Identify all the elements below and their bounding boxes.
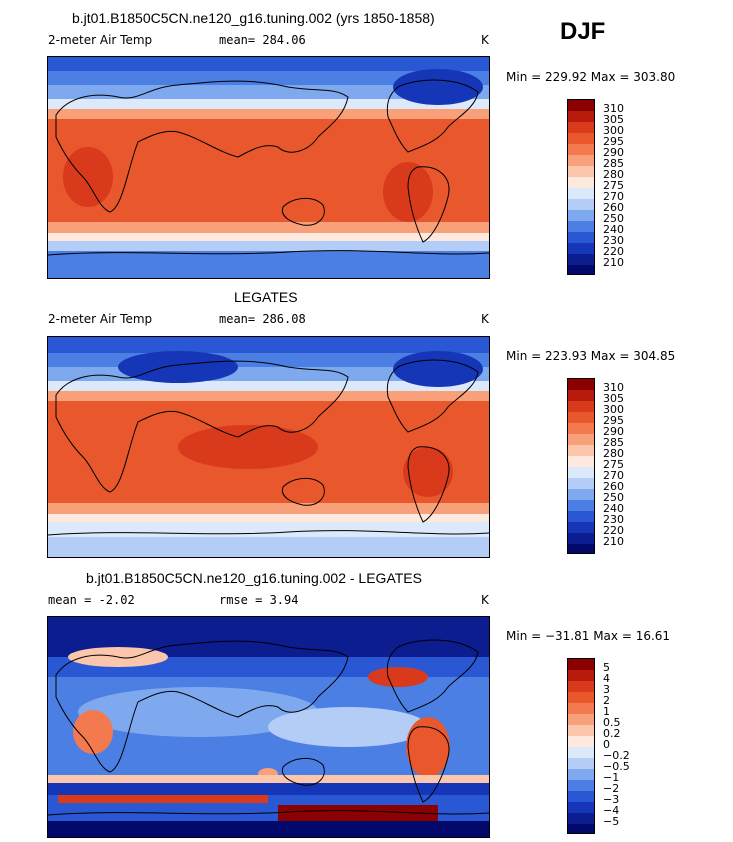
- panel2-map: [47, 336, 490, 558]
- panel3-rmse: rmse = 3.94: [219, 593, 299, 607]
- panel2-title: LEGATES: [234, 289, 298, 305]
- colorbar-tick-label: 310: [603, 102, 624, 115]
- panel2-mean: mean= 286.08: [219, 312, 306, 326]
- panel3-mean: mean = -2.02: [48, 593, 135, 607]
- colorbar-tick-label: −1: [603, 771, 620, 784]
- panel3-title: b.jt01.B1850C5CN.ne120_g16.tuning.002 - …: [86, 570, 422, 586]
- colorbar-tick-label: 285: [603, 436, 624, 449]
- colorbar-tick-label: 210: [603, 256, 624, 269]
- colorbar-tick-label: 290: [603, 425, 624, 438]
- colorbar-tick-label: 285: [603, 157, 624, 170]
- colorbar-tick-label: 305: [603, 392, 624, 405]
- colorbar-tick-label: 1: [603, 705, 610, 718]
- colorbar-tick-label: 240: [603, 502, 624, 515]
- colorbar-tick-label: 0.2: [603, 727, 621, 740]
- colorbar-tick-label: 0.5: [603, 716, 621, 729]
- colorbar-tick-label: 3: [603, 683, 610, 696]
- colorbar-tick-label: 280: [603, 168, 624, 181]
- model-temperature-field: [48, 57, 489, 278]
- colorbar-tick-label: −0.2: [603, 749, 630, 762]
- panel3-units: K: [481, 593, 489, 607]
- colorbar-tick-label: 295: [603, 414, 624, 427]
- colorbar-tick-label: −2: [603, 782, 620, 795]
- colorbar-tick-label: 280: [603, 447, 624, 460]
- colorbar-tick-label: 300: [603, 403, 624, 416]
- coastlines: [48, 359, 489, 536]
- panel1-minmax: Min = 229.92 Max = 303.80: [506, 70, 676, 84]
- panel1-units: K: [481, 33, 489, 47]
- colorbar-tick-label: 275: [603, 179, 624, 192]
- colorbar-tick-label: 0: [603, 738, 610, 751]
- panel1-mean: mean= 284.06: [219, 33, 306, 47]
- colorbar-tick-label: 210: [603, 535, 624, 548]
- colorbar-tick-label: 300: [603, 124, 624, 137]
- panel2-minmax: Min = 223.93 Max = 304.85: [506, 349, 676, 363]
- panel2-variable: 2-meter Air Temp: [48, 312, 153, 326]
- panel3-map: [47, 616, 490, 838]
- panel2-units: K: [481, 312, 489, 326]
- colorbar-tick-label: 295: [603, 135, 624, 148]
- colorbar-tick-label: 230: [603, 513, 624, 526]
- colorbar-tick-label: 260: [603, 201, 624, 214]
- colorbar-tick-label: 220: [603, 524, 624, 537]
- coastlines: [48, 79, 489, 256]
- colorbar-tick-label: 275: [603, 458, 624, 471]
- panel1-map: [47, 56, 490, 279]
- colorbar-tick-label: 310: [603, 381, 624, 394]
- colorbar-tick-label: −0.5: [603, 760, 630, 773]
- season-label: DJF: [560, 18, 606, 45]
- colorbar-tick-label: 250: [603, 212, 624, 225]
- colorbar-tick-label: 2: [603, 694, 610, 707]
- panel1-variable: 2-meter Air Temp: [48, 33, 153, 47]
- colorbar-tick-label: 290: [603, 146, 624, 159]
- colorbar-tick-label: 270: [603, 190, 624, 203]
- panel3-colorbar: [567, 658, 595, 834]
- colorbar-tick-label: 220: [603, 245, 624, 258]
- difference-field: [48, 617, 489, 837]
- panel2-colorbar: [567, 378, 595, 554]
- colorbar-tick-label: 260: [603, 480, 624, 493]
- colorbar-tick-label: 305: [603, 113, 624, 126]
- colorbar-tick-label: −5: [603, 815, 620, 828]
- colorbar-tick-label: 270: [603, 469, 624, 482]
- panel3-minmax: Min = −31.81 Max = 16.61: [506, 629, 671, 643]
- coastlines: [48, 639, 489, 816]
- legates-temperature-field: [48, 337, 489, 557]
- panel1-colorbar: [567, 99, 595, 275]
- colorbar-tick-label: −4: [603, 804, 620, 817]
- panel1-title: b.jt01.B1850C5CN.ne120_g16.tuning.002 (y…: [72, 10, 435, 26]
- colorbar-tick-label: 240: [603, 223, 624, 236]
- colorbar-tick-label: 5: [603, 661, 610, 674]
- colorbar-tick-label: 4: [603, 672, 610, 685]
- colorbar-tick-label: 250: [603, 491, 624, 504]
- colorbar-tick-label: −3: [603, 793, 620, 806]
- colorbar-tick-label: 230: [603, 234, 624, 247]
